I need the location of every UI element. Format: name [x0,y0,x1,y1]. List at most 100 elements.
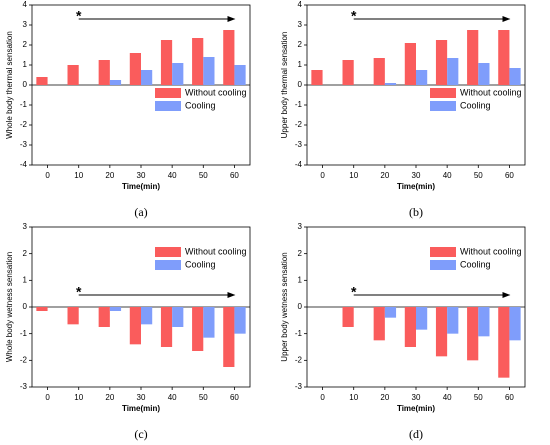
x-tick-label: 10 [74,393,83,402]
legend-label: Without cooling [185,246,247,256]
x-tick-label: 60 [230,171,239,180]
plot-frame [31,226,251,388]
bar [373,307,385,341]
bar [498,307,510,378]
y-tick-label: 0 [298,302,303,311]
y-tick-label: -4 [295,160,303,169]
y-tick-label: 1 [23,275,28,284]
plot-frame [31,4,251,166]
annotation: * [351,8,357,24]
x-tick-label: 50 [199,171,208,180]
bar [435,40,448,85]
bar [36,307,48,311]
bar [98,60,110,85]
bar [129,53,141,85]
y-tick-label: 3 [298,222,303,231]
y-tick-label: -1 [295,329,303,338]
y-tick-label: -3 [295,382,303,391]
bar [223,307,235,367]
legend-label: Without cooling [460,246,522,256]
y-tick-label: 3 [23,20,28,29]
bar [192,307,204,351]
x-tick-label: 50 [199,393,208,402]
legend-swatch [155,101,181,111]
bar [311,70,323,85]
panel-label: (d) [409,427,423,441]
legend-label: Cooling [185,100,216,110]
bar [141,70,153,85]
bar [234,65,246,85]
y-tick-label: 1 [298,60,303,69]
bar [416,307,428,330]
bar [109,80,122,85]
x-tick-label: 30 [412,171,421,180]
legend-label: Without cooling [460,87,522,97]
bar [447,58,459,85]
y-tick-label: -3 [20,140,28,149]
bar [129,307,141,345]
x-tick-label: 40 [168,393,177,402]
y-tick-label: 3 [23,222,28,231]
x-tick-label: 60 [505,171,514,180]
y-axis-label: Upper body thermal sensation [280,32,289,139]
y-axis-label: Whole body wetness sensation [5,252,14,362]
y-tick-label: -3 [20,382,28,391]
legend-swatch [155,88,181,98]
y-tick-label: -2 [20,120,28,129]
bar [384,83,397,85]
bar [98,307,110,327]
legend-swatch [155,247,181,257]
bar [109,307,122,311]
bar [192,38,204,85]
y-tick-label: -2 [295,120,303,129]
bar [234,307,246,334]
x-tick-label: 0 [45,393,50,402]
bar [478,63,490,85]
y-tick-label: -1 [20,329,28,338]
x-tick-label: 10 [349,393,358,402]
x-tick-label: 20 [105,393,114,402]
x-tick-label: 0 [320,393,325,402]
bar [498,30,510,85]
y-tick-label: 3 [298,20,303,29]
x-tick-label: 30 [412,393,421,402]
panel-label: (a) [134,205,147,219]
y-tick-label: 2 [298,249,303,258]
legend-label: Cooling [185,259,216,269]
bar [172,307,184,327]
y-tick-label: 1 [23,60,28,69]
bar [342,60,354,85]
x-tick-label: 0 [320,171,325,180]
bar [404,43,416,85]
x-tick-label: 30 [137,393,146,402]
y-tick-label: -1 [295,100,303,109]
y-tick-label: -1 [20,100,28,109]
y-tick-label: -4 [20,160,28,169]
legend-swatch [430,101,456,111]
y-tick-label: -2 [295,355,303,364]
y-tick-label: 2 [23,249,28,258]
y-tick-label: -3 [295,140,303,149]
legend-swatch [430,88,456,98]
x-tick-label: 40 [443,393,452,402]
bar [373,58,385,85]
annotation: * [351,284,357,300]
y-tick-label: 1 [298,275,303,284]
legend-label: Without cooling [185,87,247,97]
y-tick-label: 2 [298,40,303,49]
bar [342,307,354,327]
bar [223,30,235,85]
x-axis-label: Time(min) [122,182,160,191]
y-axis-label: Upper body wetness sensation [280,252,289,361]
x-tick-label: 40 [443,171,452,180]
bar [172,63,184,85]
y-axis-label: Whole body thermal sensation [5,31,14,139]
bar [416,70,428,85]
x-tick-label: 20 [105,171,114,180]
bar [36,77,48,85]
y-tick-label: 4 [298,0,303,9]
bar [67,307,79,325]
